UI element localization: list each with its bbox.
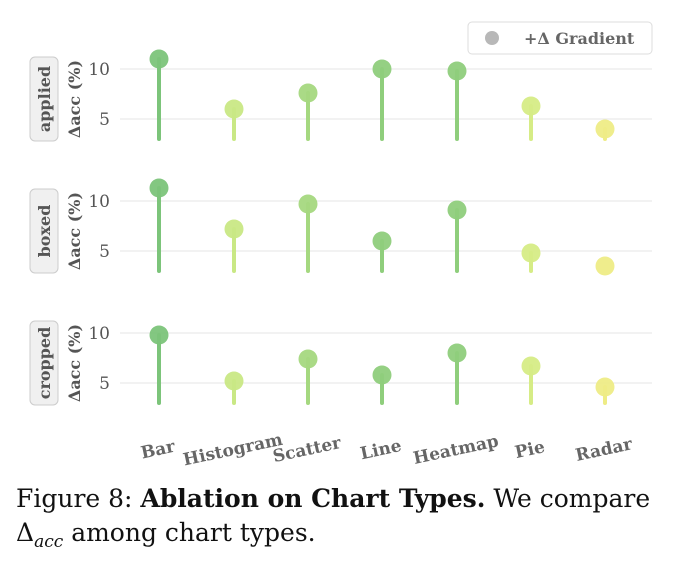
panel-label-frame bbox=[29, 56, 59, 142]
caption-title: Ablation on Chart Types. bbox=[140, 484, 486, 513]
caption-delta: Δ bbox=[16, 518, 35, 547]
figure-caption: Figure 8: Ablation on Chart Types. We co… bbox=[16, 482, 686, 559]
panel-cropped: 5 10 cropped Δacc (%) bbox=[29, 320, 652, 406]
lollipop-point bbox=[149, 325, 169, 345]
panel-label-frame bbox=[29, 188, 59, 274]
caption-prefix: Figure 8: bbox=[16, 484, 141, 513]
y-tick-label: 5 bbox=[99, 242, 110, 262]
lollipop-point bbox=[372, 231, 392, 251]
panel-label: applied bbox=[35, 66, 54, 132]
caption-end: among chart types. bbox=[63, 518, 316, 547]
category-label: Pie bbox=[513, 437, 547, 463]
lollipop-point bbox=[224, 99, 244, 119]
legend-marker bbox=[485, 31, 499, 45]
lollipop-point bbox=[149, 49, 169, 69]
y-axis-label: Δacc (%) bbox=[65, 324, 84, 402]
lollipop-point bbox=[447, 200, 467, 220]
y-axis-label: Δacc (%) bbox=[65, 192, 84, 270]
lollipop-point bbox=[224, 371, 244, 391]
lollipop-point bbox=[298, 349, 318, 369]
panel-label: cropped bbox=[35, 327, 54, 400]
y-tick-label: 10 bbox=[88, 324, 110, 344]
panel-label-box: boxed bbox=[29, 188, 59, 274]
lollipop-point bbox=[447, 343, 467, 363]
panel-applied: 5 10 applied Δacc (%) bbox=[29, 49, 652, 142]
y-tick-label: 5 bbox=[99, 374, 110, 394]
y-tick-label: 10 bbox=[88, 192, 110, 212]
lollipop-point bbox=[595, 119, 615, 139]
category-label: Line bbox=[359, 436, 404, 464]
category-label: Radar bbox=[574, 434, 635, 466]
chart-panels: 5 10 applied Δacc (%) 5 10 boxed Δacc (%) 5 10 cro… bbox=[29, 49, 652, 406]
y-tick-label: 5 bbox=[99, 110, 110, 130]
panel-label: boxed bbox=[35, 205, 54, 258]
lollipop-point bbox=[298, 83, 318, 103]
caption-subscript: acc bbox=[34, 532, 64, 552]
y-axis-label: Δacc (%) bbox=[65, 60, 84, 138]
category-label: Heatmap bbox=[412, 431, 501, 469]
legend-label: +Δ Gradient bbox=[524, 29, 635, 48]
lollipop-point bbox=[298, 194, 318, 214]
lollipop-point bbox=[372, 59, 392, 79]
panel-label-box: applied bbox=[29, 56, 59, 142]
category-label: Bar bbox=[139, 437, 178, 464]
y-tick-label: 10 bbox=[88, 60, 110, 80]
lollipop-point bbox=[149, 178, 169, 198]
lollipop-point bbox=[595, 256, 615, 276]
lollipop-point bbox=[447, 61, 467, 81]
legend: +Δ Gradient bbox=[467, 21, 653, 55]
lollipop-point bbox=[521, 96, 541, 116]
lollipop-point bbox=[372, 365, 392, 385]
lollipop-point bbox=[521, 243, 541, 263]
legend-box bbox=[467, 21, 653, 55]
panel-label-box: cropped bbox=[29, 320, 59, 406]
lollipop-point bbox=[521, 356, 541, 376]
lollipop-point bbox=[224, 219, 244, 239]
caption-text: We compare bbox=[485, 484, 651, 513]
category-label: Histogram bbox=[181, 430, 284, 471]
panel-label-frame bbox=[29, 320, 59, 406]
lollipop-point bbox=[595, 377, 615, 397]
panel-boxed: 5 10 boxed Δacc (%) bbox=[29, 178, 652, 276]
